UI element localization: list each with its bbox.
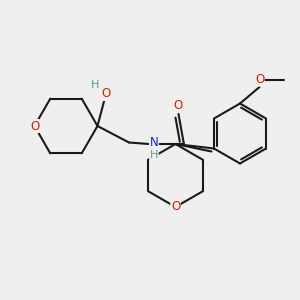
Text: H: H	[150, 150, 158, 161]
Text: O: O	[30, 119, 39, 133]
Text: H: H	[91, 80, 100, 90]
Text: O: O	[255, 73, 264, 86]
Text: O: O	[171, 200, 180, 214]
Text: N: N	[149, 136, 158, 149]
Text: O: O	[174, 99, 183, 112]
Text: O: O	[102, 87, 111, 101]
